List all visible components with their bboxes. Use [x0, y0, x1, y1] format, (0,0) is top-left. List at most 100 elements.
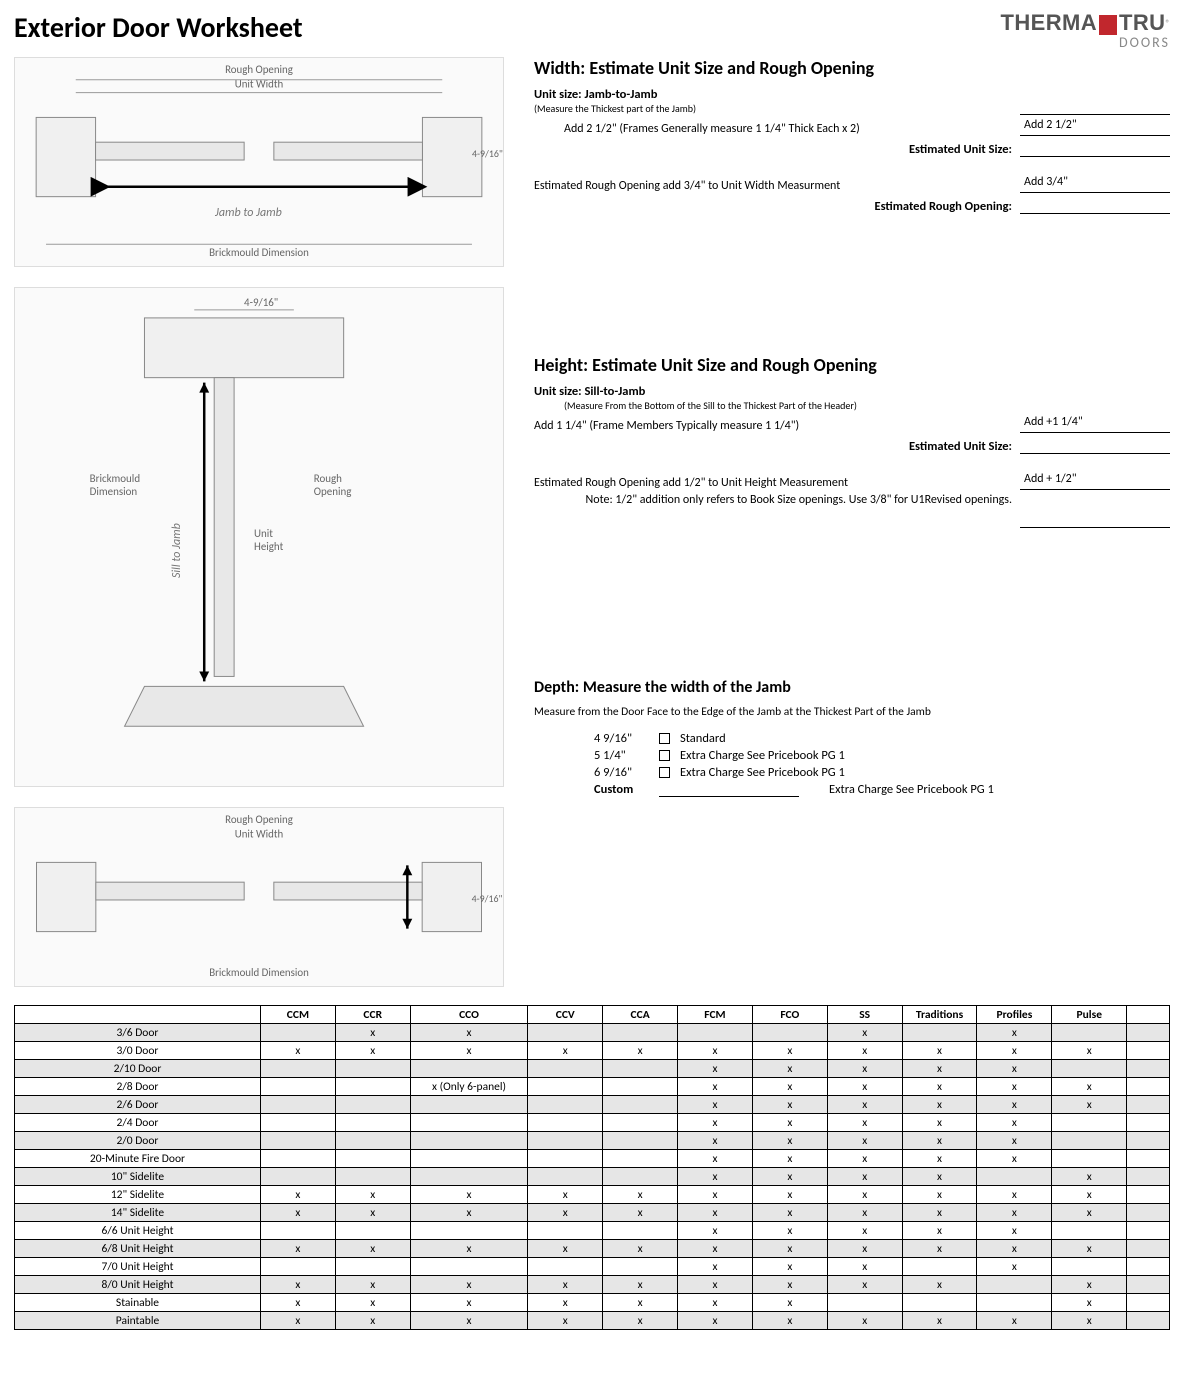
- table-col-header: Profiles: [977, 1006, 1052, 1024]
- depth-diagram: Rough Opening Unit Width 4-9/16" Brickmo…: [14, 807, 504, 987]
- table-col-header: CCM: [260, 1006, 335, 1024]
- table-cell: [260, 1096, 335, 1114]
- table-cell: x: [902, 1312, 977, 1330]
- table-cell: x: [678, 1294, 753, 1312]
- table-cell: x: [410, 1312, 528, 1330]
- table-cell: x: [335, 1024, 410, 1042]
- table-cell: [1052, 1258, 1127, 1276]
- table-cell: [1127, 1294, 1170, 1312]
- table-row: 12" Sidelitexxxxxxxxxxx: [15, 1186, 1170, 1204]
- table-cell: [1127, 1024, 1170, 1042]
- table-cell: x: [902, 1150, 977, 1168]
- table-cell: [977, 1168, 1052, 1186]
- table-cell: x: [678, 1150, 753, 1168]
- table-cell: [977, 1276, 1052, 1294]
- height-unit-label: Unit size: Sill-to-Jamb: [534, 384, 1170, 399]
- table-cell: [603, 1222, 678, 1240]
- height-rough-value[interactable]: Add + 1/2": [1020, 472, 1170, 490]
- table-cell: x: [678, 1078, 753, 1096]
- table-cell: x: [902, 1132, 977, 1150]
- height-add-value[interactable]: Add +1 1/4": [1020, 415, 1170, 433]
- table-cell: x: [1052, 1186, 1127, 1204]
- table-row-label: 7/0 Unit Height: [15, 1258, 261, 1276]
- height-est-rough-input[interactable]: [1020, 510, 1170, 528]
- table-cell: x: [827, 1222, 902, 1240]
- table-col-header: CCV: [528, 1006, 603, 1024]
- height-unit-sub: (Measure From the Bottom of the Sill to …: [534, 399, 1170, 412]
- width-est-unit-label: Estimated Unit Size:: [909, 142, 1012, 157]
- depth-custom-label: Custom: [594, 782, 649, 797]
- registered-icon: ®: [1165, 18, 1170, 29]
- table-cell: x: [678, 1312, 753, 1330]
- table-cell: [335, 1096, 410, 1114]
- table-cell: [528, 1222, 603, 1240]
- table-row: 2/8 Doorx (Only 6-panel)xxxxxx: [15, 1078, 1170, 1096]
- table-cell: x: [678, 1276, 753, 1294]
- table-cell: x: [902, 1186, 977, 1204]
- depth-checkbox-2[interactable]: [659, 767, 670, 778]
- svg-text:Unit Width: Unit Width: [235, 828, 284, 841]
- table-cell: x: [977, 1078, 1052, 1096]
- table-cell: x: [827, 1276, 902, 1294]
- table-cell: x: [1052, 1240, 1127, 1258]
- table-cell: x: [335, 1312, 410, 1330]
- table-cell: [1127, 1132, 1170, 1150]
- table-cell: x: [335, 1240, 410, 1258]
- table-cell: x: [752, 1258, 827, 1276]
- width-est-unit-input[interactable]: [1020, 139, 1170, 157]
- table-cell: [335, 1060, 410, 1078]
- table-cell: x: [410, 1186, 528, 1204]
- depth-heading: Depth: Measure the width of the Jamb: [534, 678, 1170, 697]
- width-add-value[interactable]: Add 2 1/2": [1020, 118, 1170, 136]
- table-cell: x: [752, 1294, 827, 1312]
- width-add-line: Add 2 1/2" (Frames Generally measure 1 1…: [534, 122, 860, 136]
- table-row: Paintablexxxxxxxxxxx: [15, 1312, 1170, 1330]
- table-cell: x: [678, 1258, 753, 1276]
- table-cell: x: [977, 1024, 1052, 1042]
- table-row-label: Stainable: [15, 1294, 261, 1312]
- table-cell: x: [827, 1168, 902, 1186]
- table-cell: [335, 1258, 410, 1276]
- svg-text:Brickmould: Brickmould: [90, 472, 140, 485]
- table-row: 2/0 Doorxxxxx: [15, 1132, 1170, 1150]
- table-cell: [1052, 1024, 1127, 1042]
- svg-text:4-9/16": 4-9/16": [244, 296, 278, 309]
- table-row-label: Paintable: [15, 1312, 261, 1330]
- table-cell: x: [752, 1204, 827, 1222]
- table-cell: [1127, 1114, 1170, 1132]
- table-cell: x: [1052, 1312, 1127, 1330]
- svg-text:Brickmould Dimension: Brickmould Dimension: [209, 966, 309, 979]
- table-cell: x: [335, 1294, 410, 1312]
- depth-checkbox-0[interactable]: [659, 733, 670, 744]
- table-col-header: FCM: [678, 1006, 753, 1024]
- table-cell: x: [752, 1096, 827, 1114]
- table-cell: x: [410, 1042, 528, 1060]
- svg-text:Rough Opening: Rough Opening: [225, 63, 293, 76]
- table-cell: x: [1052, 1294, 1127, 1312]
- width-unit-input[interactable]: [1020, 97, 1170, 115]
- height-est-unit-input[interactable]: [1020, 436, 1170, 454]
- width-rough-value[interactable]: Add 3/4": [1020, 175, 1170, 193]
- table-cell: x: [1052, 1204, 1127, 1222]
- table-cell: [603, 1150, 678, 1168]
- depth-checkbox-1[interactable]: [659, 750, 670, 761]
- table-corner: [15, 1006, 261, 1024]
- table-cell: [1127, 1240, 1170, 1258]
- sill-to-jamb-label: Sill to Jamb: [170, 523, 184, 578]
- table-cell: x: [752, 1078, 827, 1096]
- svg-text:Height: Height: [254, 540, 284, 553]
- table-cell: x: [977, 1132, 1052, 1150]
- table-row: 10" Sidelitexxxxx: [15, 1168, 1170, 1186]
- table-cell: x: [752, 1186, 827, 1204]
- table-cell: x: [752, 1276, 827, 1294]
- depth-custom-input[interactable]: [659, 783, 799, 797]
- table-cell: [260, 1168, 335, 1186]
- table-cell: [260, 1024, 335, 1042]
- table-cell: x: [410, 1294, 528, 1312]
- table-row-label: 2/6 Door: [15, 1096, 261, 1114]
- table-cell: x: [752, 1060, 827, 1078]
- table-cell: x: [260, 1276, 335, 1294]
- table-cell: x: [902, 1078, 977, 1096]
- table-row-label: 12" Sidelite: [15, 1186, 261, 1204]
- width-est-rough-input[interactable]: [1020, 196, 1170, 214]
